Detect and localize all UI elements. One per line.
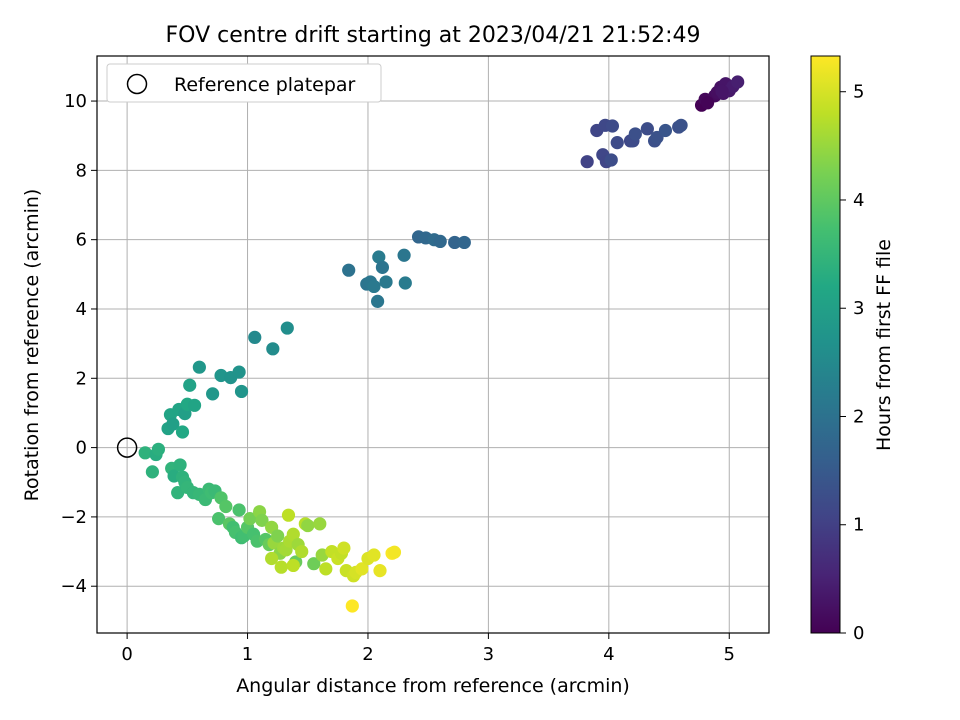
data-point <box>448 235 462 250</box>
data-point <box>700 96 715 110</box>
colorbar-label: Hours from first FF file <box>873 239 895 451</box>
data-point <box>243 512 257 526</box>
data-point <box>342 263 356 277</box>
data-point <box>175 425 190 439</box>
legend: Reference platepar <box>106 63 382 103</box>
data-point <box>319 562 333 576</box>
data-point <box>605 119 620 133</box>
data-point <box>145 465 159 479</box>
data-point <box>674 118 688 132</box>
data-point <box>658 123 673 138</box>
data-point <box>580 155 594 169</box>
data-point <box>232 365 246 379</box>
data-point <box>295 544 309 559</box>
data-point <box>457 235 471 250</box>
colorbar-tick-label: 4 <box>853 190 864 211</box>
colorbar-tick-label: 1 <box>853 515 864 536</box>
data-point <box>715 84 729 98</box>
data-point <box>212 512 226 526</box>
legend-marker-reference <box>126 73 148 95</box>
data-point <box>640 122 654 136</box>
data-point <box>731 75 745 89</box>
data-point <box>138 446 152 460</box>
colorbar-tick-label: 0 <box>853 623 864 644</box>
x-axis-ticks: 0 1 2 3 4 5 <box>121 633 735 665</box>
legend-label-reference: Reference platepar <box>174 74 356 96</box>
colorbar-ticks: 0 1 2 3 4 5 <box>840 82 864 644</box>
data-point <box>234 384 249 399</box>
colorbar-tick-label: 2 <box>853 406 864 427</box>
scatter-points <box>116 75 745 613</box>
data-point <box>307 557 321 571</box>
data-point <box>281 508 296 522</box>
plot-frame <box>96 55 770 634</box>
data-point <box>371 294 385 308</box>
data-point <box>373 564 387 578</box>
x-tick-label: 1 <box>242 644 253 665</box>
data-point <box>379 275 393 289</box>
reference-platepar-marker <box>116 437 138 458</box>
data-point <box>280 321 294 335</box>
data-point <box>355 562 369 576</box>
data-point <box>397 248 411 262</box>
data-point <box>166 417 180 431</box>
data-point <box>255 513 269 527</box>
data-point <box>274 560 288 574</box>
data-point <box>173 458 187 472</box>
y-axis-ticks: −4 −2 0 2 4 6 8 10 <box>60 91 97 597</box>
data-point <box>265 551 279 566</box>
data-point <box>232 503 246 517</box>
y-tick-label: −2 <box>60 507 87 528</box>
data-point <box>219 499 233 514</box>
data-point <box>206 387 220 401</box>
y-tick-label: −4 <box>60 576 87 597</box>
data-point <box>628 127 642 141</box>
x-tick-label: 5 <box>724 644 735 665</box>
data-point <box>171 486 185 500</box>
chart-title: FOV centre drift starting at 2023/04/21 … <box>166 23 701 48</box>
data-point <box>271 529 285 543</box>
y-axis-label: Rotation from reference (arcmin) <box>21 189 43 502</box>
data-point <box>398 276 412 290</box>
data-point <box>433 234 447 249</box>
y-tick-label: 6 <box>76 230 87 251</box>
data-point <box>375 260 390 274</box>
y-tick-label: 0 <box>76 438 87 459</box>
x-tick-label: 3 <box>483 644 494 665</box>
colorbar-tick-label: 5 <box>853 82 864 103</box>
data-point <box>286 558 300 573</box>
legend-box <box>106 63 382 103</box>
data-point <box>151 442 166 456</box>
data-point <box>367 279 381 294</box>
data-point <box>604 153 618 167</box>
y-tick-label: 8 <box>76 160 87 181</box>
data-point <box>301 518 315 533</box>
y-tick-label: 10 <box>64 91 87 112</box>
data-point <box>313 517 327 531</box>
x-tick-label: 2 <box>362 644 373 665</box>
y-tick-label: 2 <box>76 368 87 389</box>
grid <box>97 56 769 633</box>
data-point <box>372 250 386 264</box>
data-point <box>187 398 202 412</box>
data-point <box>345 599 359 613</box>
data-point <box>387 545 402 559</box>
data-point <box>266 342 280 356</box>
data-point <box>337 541 351 555</box>
colorbar-gradient <box>810 55 841 634</box>
x-tick-label: 4 <box>603 644 614 665</box>
x-tick-label: 0 <box>121 644 132 665</box>
data-point <box>248 330 262 344</box>
data-point <box>367 548 381 562</box>
data-point <box>610 136 624 150</box>
data-point <box>192 360 206 374</box>
y-tick-label: 4 <box>76 299 87 320</box>
x-axis-label: Angular distance from reference (arcmin) <box>236 675 630 697</box>
colorbar-tick-label: 3 <box>853 298 864 319</box>
colorbar: 0 1 2 3 4 5 Hours from first FF file <box>810 55 895 644</box>
data-point <box>286 527 300 541</box>
data-point <box>183 378 197 392</box>
